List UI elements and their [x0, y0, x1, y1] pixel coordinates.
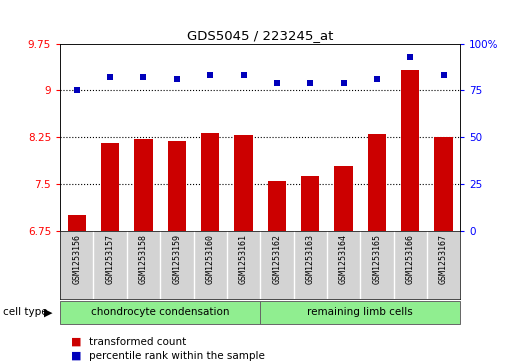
Point — [73, 87, 81, 93]
Text: ■: ■ — [71, 351, 81, 361]
Bar — [368, 134, 386, 231]
Bar — [168, 142, 186, 231]
Text: remaining limb cells: remaining limb cells — [308, 307, 413, 317]
Text: GSM1253158: GSM1253158 — [139, 234, 148, 284]
Point — [173, 76, 181, 82]
Bar — [234, 135, 253, 231]
Point — [106, 74, 115, 80]
Text: GSM1253160: GSM1253160 — [206, 234, 214, 284]
Point — [240, 73, 248, 78]
Point — [272, 80, 281, 86]
Text: GSM1253163: GSM1253163 — [306, 234, 315, 284]
Text: transformed count: transformed count — [89, 337, 186, 347]
Bar — [201, 132, 219, 231]
Text: GSM1253161: GSM1253161 — [239, 234, 248, 284]
Text: cell type: cell type — [3, 307, 47, 317]
Text: GSM1253159: GSM1253159 — [173, 234, 181, 284]
Bar — [101, 143, 119, 231]
Bar — [134, 139, 153, 231]
Point — [306, 80, 314, 86]
Bar — [435, 137, 453, 231]
Text: GSM1253166: GSM1253166 — [406, 234, 415, 284]
Text: ■: ■ — [71, 337, 81, 347]
Point — [339, 80, 348, 86]
Bar — [401, 70, 419, 231]
Text: GSM1253162: GSM1253162 — [272, 234, 281, 284]
FancyBboxPatch shape — [60, 301, 260, 324]
Text: GSM1253157: GSM1253157 — [106, 234, 115, 284]
Point — [406, 54, 414, 60]
Bar — [334, 166, 353, 231]
Title: GDS5045 / 223245_at: GDS5045 / 223245_at — [187, 29, 333, 42]
Text: percentile rank within the sample: percentile rank within the sample — [89, 351, 265, 361]
Point — [439, 73, 448, 78]
Text: GSM1253165: GSM1253165 — [372, 234, 381, 284]
Bar — [301, 176, 320, 231]
Point — [206, 73, 214, 78]
Text: GSM1253156: GSM1253156 — [72, 234, 81, 284]
Point — [139, 74, 147, 80]
Text: GSM1253164: GSM1253164 — [339, 234, 348, 284]
Bar — [67, 215, 86, 231]
Bar — [268, 181, 286, 231]
Point — [373, 76, 381, 82]
Text: ▶: ▶ — [44, 307, 52, 317]
FancyBboxPatch shape — [260, 301, 460, 324]
Text: GSM1253167: GSM1253167 — [439, 234, 448, 284]
Text: chondrocyte condensation: chondrocyte condensation — [91, 307, 230, 317]
